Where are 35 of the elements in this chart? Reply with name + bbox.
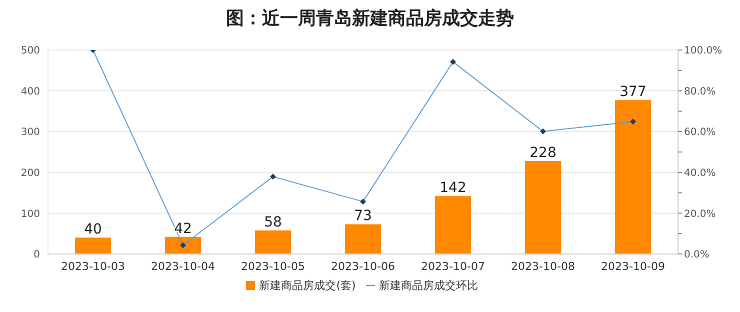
y2-tick-label: 20.0%: [684, 208, 716, 220]
x-tick-label: 2023-10-08: [511, 260, 575, 273]
bar: [345, 224, 381, 254]
data-label: 142: [440, 180, 466, 196]
bar: [255, 230, 291, 254]
y-tick-label: 300: [20, 127, 40, 138]
data-label: 377: [620, 84, 646, 100]
data-label: 58: [264, 214, 282, 230]
y-tick-label: 100: [20, 208, 40, 220]
data-label: 40: [84, 222, 102, 238]
y2-tick-label: 100.0%: [684, 46, 722, 57]
bar: [525, 160, 561, 254]
bar: [75, 238, 111, 254]
x-tick-label: 2023-10-09: [601, 260, 665, 273]
y2-tick-label: 40.0%: [684, 168, 716, 179]
y-tick-label: 400: [20, 86, 40, 98]
y-tick-label: 500: [20, 46, 40, 57]
x-tick-label: 2023-10-04: [151, 260, 215, 273]
legend-label: 新建商品房成交(套): [259, 279, 356, 292]
x-tick-label: 2023-10-07: [421, 260, 485, 273]
y-tick-label: 200: [20, 168, 40, 179]
x-tick-label: 2023-10-03: [61, 260, 125, 273]
y2-tick-label: 0.0%: [684, 250, 710, 261]
chart-title: 图：近一周青岛新建商品房成交走势: [225, 7, 515, 31]
y-tick-label: 0: [34, 250, 40, 261]
data-label: 228: [530, 144, 556, 161]
bar: [615, 100, 651, 254]
data-label: 73: [354, 208, 372, 224]
legend-label: 新建商品房成交环比: [378, 279, 478, 292]
x-tick-label: 2023-10-06: [331, 260, 395, 273]
y2-tick-label: 80.0%: [684, 86, 716, 98]
bar: [435, 196, 471, 254]
y2-tick-label: 60.0%: [684, 127, 716, 138]
bar: [165, 236, 201, 254]
x-tick-label: 2023-10-05: [241, 260, 305, 273]
